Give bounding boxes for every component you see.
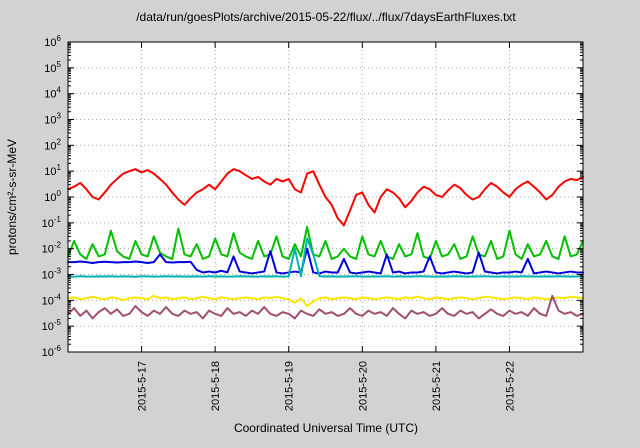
y-tick-label: 10-4 — [42, 292, 62, 307]
y-tick-label: 103 — [44, 112, 61, 127]
y-tick-label: 101 — [44, 163, 61, 178]
series-line-purple — [67, 294, 584, 320]
y-tick-label: 10-1 — [42, 215, 62, 230]
series-line-blue — [67, 247, 584, 275]
x-tick-label: 2015-5-22 — [504, 361, 516, 411]
series-line-green — [67, 225, 584, 260]
y-tick-label: 100 — [44, 189, 61, 204]
series-line-red — [67, 168, 584, 227]
y-tick-label: 10-2 — [42, 241, 62, 256]
x-axis-title: Coordinated Universal Time (UTC) — [234, 421, 418, 435]
chart-title: /data/run/goesPlots/archive/2015-05-22/f… — [136, 10, 516, 24]
series-line-yellow — [67, 294, 584, 308]
y-tick-label: 10-5 — [42, 318, 62, 333]
plot-area: 10-6 10-5 10-4 10-3 10-2 10-1 100 101 102 103 104 1… — [42, 34, 584, 411]
y-tick-label: 10-6 — [42, 344, 62, 359]
x-tick-label: 2015-5-21 — [431, 361, 443, 411]
x-tick-label: 2015-5-19 — [284, 361, 296, 411]
y-tick-label: 102 — [44, 137, 61, 152]
x-tick-label: 2015-5-17 — [137, 361, 149, 411]
x-tick-label: 2015-5-20 — [357, 361, 369, 411]
x-tick-label: 2015-5-18 — [210, 361, 222, 411]
y-tick-label: 10-3 — [42, 267, 62, 282]
y-tick-label: 106 — [44, 34, 61, 49]
series-line-cyan — [67, 237, 584, 278]
y-tick-label: 104 — [44, 86, 61, 101]
y-axis-title: protons/cm²-s-sr-MeV — [5, 139, 19, 255]
y-tick-label: 105 — [44, 60, 61, 75]
